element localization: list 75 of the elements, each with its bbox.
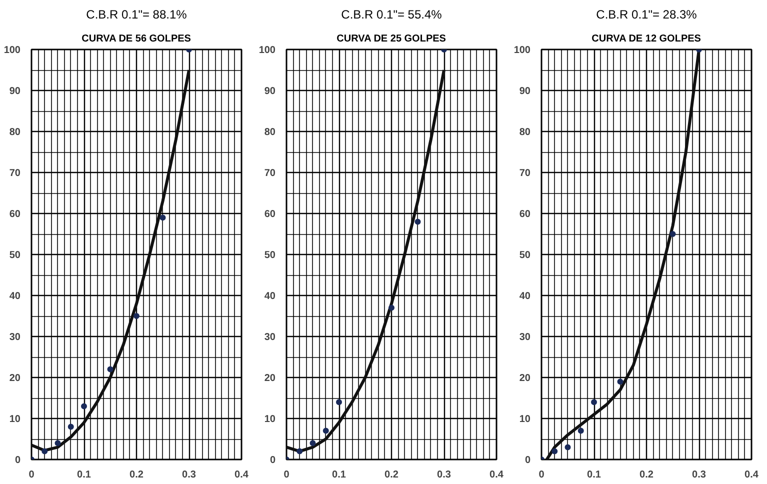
y-tick-label: 80: [519, 127, 531, 138]
point: [322, 428, 329, 434]
point: [107, 366, 114, 372]
x-tick-label: 0.3: [182, 470, 196, 480]
y-tick-label: 80: [9, 127, 21, 138]
y-tick-label: 30: [264, 332, 276, 343]
chart-title: C.B.R 0.1"= 55.4%: [341, 8, 442, 22]
y-tick-label: 10: [519, 414, 531, 425]
chart-title: C.B.R 0.1"= 28.3%: [596, 8, 698, 22]
point: [42, 448, 48, 454]
y-tick-label: 70: [519, 168, 531, 179]
point: [670, 231, 676, 237]
x-tick-label: 0.3: [437, 470, 452, 480]
y-tick-label: 50: [9, 250, 21, 261]
y-tick-label: 10: [9, 414, 21, 425]
y-tick-label: 30: [9, 332, 21, 343]
point: [54, 440, 61, 446]
y-tick-label: 90: [519, 86, 531, 97]
point: [552, 448, 558, 454]
x-tick-label: 0: [28, 470, 35, 480]
x-tick-label: 0.3: [692, 470, 706, 480]
x-tick-label: 0.4: [490, 470, 504, 480]
chart-title: C.B.R 0.1"= 88.1%: [86, 8, 188, 22]
x-tick-label: 0.2: [384, 470, 399, 480]
chart-subtitle: CURVA DE 56 GOLPES: [82, 34, 192, 44]
chart-subtitle: CURVA DE 12 GOLPES: [592, 34, 702, 44]
y-tick-label: 60: [519, 209, 531, 220]
y-tick-label: 80: [264, 127, 276, 138]
x-tick-label: 0: [538, 470, 545, 480]
line-series: [286, 68, 446, 453]
point: [578, 428, 584, 434]
point: [414, 218, 421, 225]
y-tick-label: 0: [14, 455, 21, 466]
x-tick-label: 0.2: [130, 470, 144, 480]
point: [388, 304, 394, 311]
y-tick-label: 10: [264, 414, 276, 425]
point: [336, 399, 342, 406]
y-tick-label: 90: [264, 86, 276, 97]
point: [134, 313, 140, 319]
line-series: [545, 50, 700, 460]
chart-subtitle: CURVA DE 25 GOLPES: [336, 34, 446, 44]
x-tick-label: 0: [284, 470, 290, 480]
y-tick-label: 60: [9, 209, 21, 220]
y-tick-label: 20: [264, 373, 276, 384]
point: [81, 403, 87, 410]
x-tick-label: 0.2: [640, 470, 654, 480]
point: [564, 444, 571, 450]
y-tick-label: 100: [4, 45, 21, 56]
y-tick-label: 0: [270, 455, 276, 466]
x-tick-label: 0.1: [332, 470, 346, 480]
point: [310, 440, 316, 446]
x-tick-label: 0.4: [744, 470, 759, 480]
y-tick-label: 70: [9, 168, 21, 179]
y-tick-label: 100: [514, 45, 531, 56]
point: [617, 378, 624, 385]
y-tick-label: 30: [519, 332, 531, 343]
point: [296, 448, 303, 454]
y-tick-label: 100: [258, 45, 276, 56]
y-tick-label: 20: [9, 373, 21, 384]
y-tick-label: 50: [264, 250, 276, 261]
y-tick-label: 60: [264, 209, 276, 220]
x-tick-label: 0.1: [77, 470, 92, 480]
y-tick-label: 40: [264, 291, 276, 302]
y-tick-label: 20: [519, 373, 531, 384]
y-tick-label: 0: [524, 455, 531, 466]
y-tick-label: 90: [9, 86, 21, 97]
point: [160, 214, 166, 221]
y-tick-label: 70: [264, 168, 276, 179]
x-tick-label: 0.4: [234, 470, 249, 480]
point: [591, 399, 597, 406]
y-tick-label: 40: [9, 291, 21, 302]
y-tick-label: 50: [519, 250, 531, 261]
x-tick-label: 0.1: [587, 470, 602, 480]
point: [68, 424, 74, 430]
y-tick-label: 40: [519, 291, 531, 302]
